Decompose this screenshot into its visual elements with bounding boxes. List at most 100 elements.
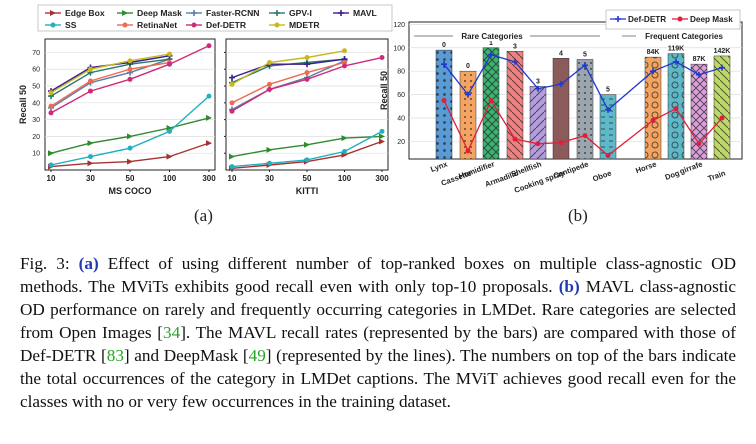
data-point (127, 158, 133, 165)
legend-marker (274, 10, 280, 16)
legend-label: Faster-RCNN (206, 8, 259, 18)
legend-label: Def-DETR (206, 20, 247, 30)
data-point (267, 160, 272, 166)
legend-marker (191, 10, 197, 16)
data-point (304, 61, 310, 68)
overlay-point (441, 61, 447, 68)
overlay-point (465, 148, 471, 154)
data-point (304, 157, 310, 163)
data-point (127, 76, 133, 82)
overlay-point (696, 141, 702, 147)
data-point (167, 61, 172, 67)
bar-count-label: 87K (693, 56, 706, 63)
caption-part-a-label: (a) (78, 254, 99, 273)
bar-hatch (553, 58, 569, 159)
citation-link[interactable]: 34 (163, 323, 181, 342)
overlay-point (673, 58, 679, 65)
y-tick-label: 20 (397, 139, 405, 146)
data-point (229, 100, 235, 106)
data-point (88, 154, 93, 160)
data-point (267, 81, 272, 87)
group-label-rare: Rare Categories (461, 32, 523, 41)
series-line-mdetr (50, 53, 170, 94)
legend-marker (122, 10, 128, 16)
data-point (127, 133, 133, 140)
x-tick-label: 30 (265, 174, 274, 183)
overlay-point (605, 152, 611, 158)
bar-hatch (436, 50, 452, 159)
category-label: Shellfish (510, 159, 543, 178)
data-point (266, 146, 273, 153)
overlay-point (465, 91, 471, 98)
data-point (304, 70, 310, 76)
overlay-point (512, 58, 518, 65)
figure-3: Edge Box Deep Mask Faster-RCNN GPV-I MAVL SS R… (18, 4, 743, 225)
overlay-point (719, 64, 725, 71)
figure-caption: Fig. 3: (a) Effect of using different nu… (20, 252, 736, 413)
bar-count-label: 3 (513, 43, 517, 50)
y-tick-label: 100 (393, 45, 405, 52)
data-point (206, 93, 212, 99)
data-point (48, 103, 54, 109)
overlay-point (535, 141, 541, 147)
legend-label: Def-DETR (628, 15, 666, 24)
data-point (379, 138, 385, 145)
bar-hatch (460, 71, 476, 159)
bar-count-label: 0 (466, 63, 470, 70)
data-point (48, 150, 54, 157)
y-tick-label: 80 (397, 69, 405, 76)
bar-hatch (577, 59, 593, 159)
overlay-point (441, 97, 447, 103)
data-point (304, 76, 310, 82)
y-tick-label: 60 (397, 92, 405, 99)
x-tick-label: 50 (126, 174, 135, 183)
data-point (342, 149, 347, 155)
data-point (206, 140, 212, 147)
y-tick-label: 10 (32, 151, 40, 158)
data-point (206, 114, 212, 121)
series-line-mdetr (231, 50, 345, 85)
overlay-point (673, 106, 679, 112)
data-point (48, 90, 54, 96)
overlay-point (535, 85, 541, 92)
bar-hatch (691, 64, 707, 159)
legend-marker (122, 22, 128, 28)
x-axis-label: KITTI (296, 186, 319, 196)
data-point (267, 86, 272, 92)
legend-label: SS (65, 20, 77, 30)
group-label-frequent: Frequent Categories (645, 32, 723, 41)
legend-label: MDETR (289, 20, 320, 30)
legend-marker (677, 16, 683, 22)
y-axis-label: Recall 50 (18, 85, 28, 124)
x-tick-label: 300 (375, 174, 389, 183)
legend-label: GPV-I (289, 8, 312, 18)
x-tick-label: 100 (163, 174, 177, 183)
data-point (87, 160, 94, 167)
category-label: Train (707, 168, 727, 183)
y-tick-label: 40 (32, 100, 40, 107)
citation-link[interactable]: 49 (248, 346, 266, 365)
x-tick-label: 10 (228, 174, 237, 183)
data-point (88, 88, 93, 94)
bar-hatch (600, 94, 616, 159)
category-label: Centipede (552, 159, 590, 180)
legend-label: Deep Mask (137, 8, 182, 18)
legend-marker (338, 10, 344, 16)
x-tick-label: 30 (86, 174, 95, 183)
legend-box (37, 4, 393, 32)
bar-count-label: 1 (489, 40, 493, 47)
legend-label: Edge Box (65, 8, 105, 18)
overlay-point (512, 136, 518, 142)
bar-hatch (714, 55, 730, 160)
citation-link[interactable]: 83 (106, 346, 124, 365)
data-point (167, 51, 172, 57)
category-label: girrafe (678, 159, 703, 176)
data-point (267, 60, 272, 66)
y-tick-label: 50 (32, 84, 40, 91)
group-label-bg (457, 30, 527, 41)
bar-hatch (483, 47, 499, 160)
caption-part-a-text: Effect of using different number of top-… (20, 254, 736, 296)
subfig-label-b: (b) (568, 206, 588, 225)
data-point (342, 63, 347, 69)
legend-label: MAVL (353, 8, 377, 18)
